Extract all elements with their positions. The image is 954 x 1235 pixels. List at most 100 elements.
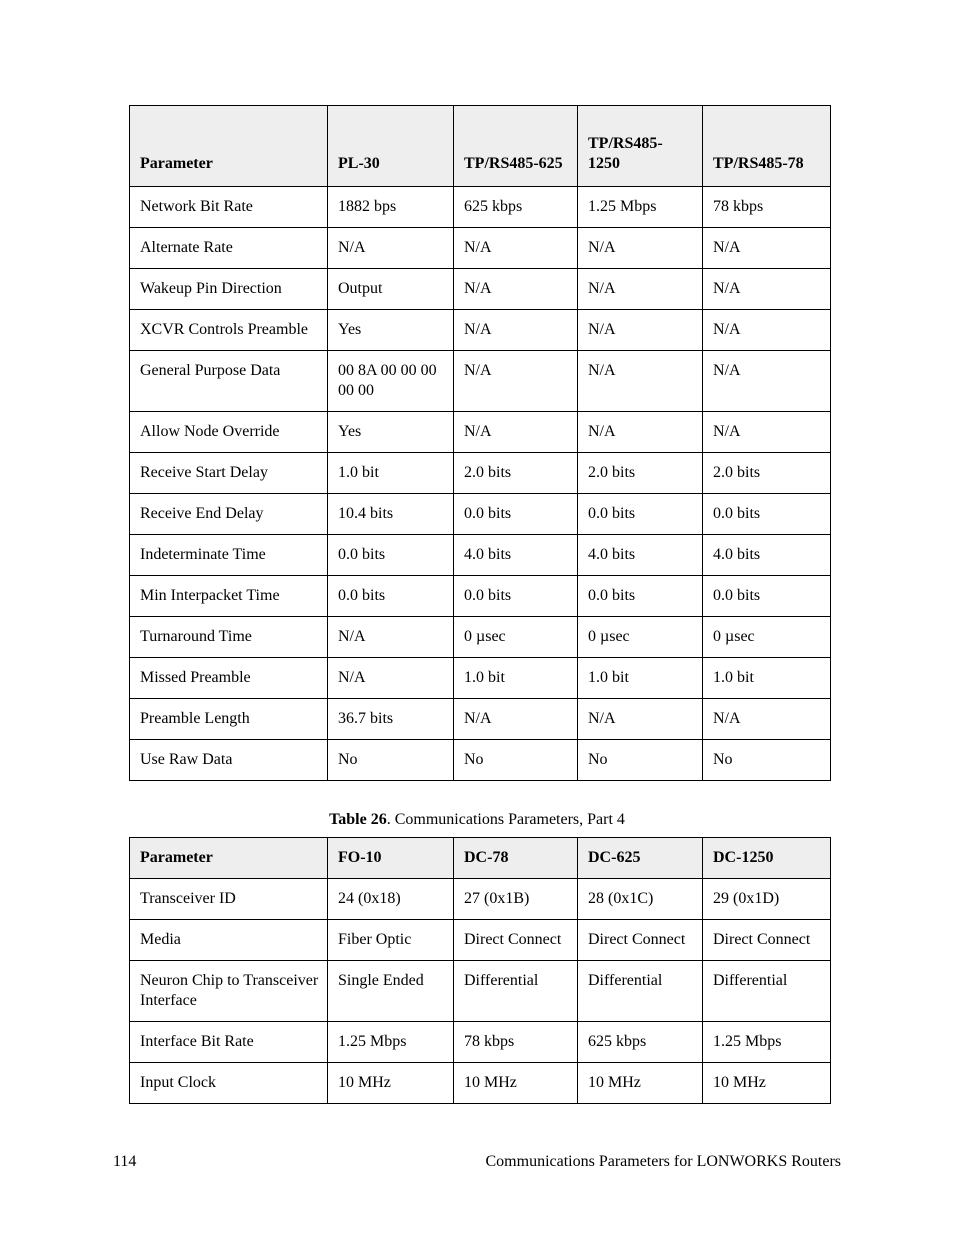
column-header: Parameter — [130, 106, 328, 187]
table-cell: 1.0 bit — [578, 658, 703, 699]
table-cell: 1.25 Mbps — [578, 187, 703, 228]
table-cell: N/A — [703, 699, 831, 740]
footer-title: Communications Parameters for LONWORKS R… — [486, 1153, 842, 1171]
table-row: Use Raw DataNoNoNoNo — [130, 740, 831, 781]
column-header: PL-30 — [328, 106, 454, 187]
caption-label: Table 26 — [329, 811, 387, 828]
table-cell: 0 µsec — [454, 617, 578, 658]
table-cell: 2.0 bits — [578, 453, 703, 494]
caption-text: . Communications Parameters, Part 4 — [387, 811, 625, 828]
table-cell: 0.0 bits — [703, 576, 831, 617]
table-cell: 625 kbps — [578, 1022, 703, 1063]
table-cell: 78 kbps — [703, 187, 831, 228]
page-number: 114 — [113, 1153, 136, 1171]
table-cell: N/A — [328, 658, 454, 699]
table-row: XCVR Controls PreambleYesN/AN/AN/A — [130, 310, 831, 351]
table-cell: 28 (0x1C) — [578, 879, 703, 920]
table-cell: 1.25 Mbps — [328, 1022, 454, 1063]
table-cell: 10 MHz — [703, 1063, 831, 1104]
table-cell: XCVR Controls Preamble — [130, 310, 328, 351]
table-cell: N/A — [454, 228, 578, 269]
table-cell: N/A — [454, 269, 578, 310]
table-cell: Fiber Optic — [328, 920, 454, 961]
table-cell: Direct Connect — [454, 920, 578, 961]
table-cell: 4.0 bits — [454, 535, 578, 576]
column-header: DC-78 — [454, 838, 578, 879]
table-cell: Differential — [578, 961, 703, 1022]
table-cell: 4.0 bits — [703, 535, 831, 576]
table-cell: N/A — [703, 351, 831, 412]
table-row: Preamble Length36.7 bitsN/AN/AN/A — [130, 699, 831, 740]
table-cell: Yes — [328, 310, 454, 351]
table-cell: Missed Preamble — [130, 658, 328, 699]
table-cell: 0.0 bits — [578, 576, 703, 617]
table-cell: 10 MHz — [328, 1063, 454, 1104]
table-cell: Use Raw Data — [130, 740, 328, 781]
table-cell: 0 µsec — [703, 617, 831, 658]
table-cell: N/A — [578, 269, 703, 310]
table-row: Receive Start Delay1.0 bit2.0 bits2.0 bi… — [130, 453, 831, 494]
communications-parameters-table-2: ParameterFO-10DC-78DC-625DC-1250 Transce… — [129, 837, 831, 1104]
table-cell: 27 (0x1B) — [454, 879, 578, 920]
table-cell: Receive End Delay — [130, 494, 328, 535]
table-cell: N/A — [703, 269, 831, 310]
table-row: Allow Node OverrideYesN/AN/AN/A — [130, 412, 831, 453]
table-row: Interface Bit Rate1.25 Mbps78 kbps625 kb… — [130, 1022, 831, 1063]
table-cell: 0.0 bits — [703, 494, 831, 535]
table-cell: Network Bit Rate — [130, 187, 328, 228]
table-row: Neuron Chip to Transceiver InterfaceSing… — [130, 961, 831, 1022]
table-cell: Input Clock — [130, 1063, 328, 1104]
table-cell: 1.0 bit — [454, 658, 578, 699]
table-cell: Alternate Rate — [130, 228, 328, 269]
table-cell: 36.7 bits — [328, 699, 454, 740]
table-row: Input Clock10 MHz10 MHz10 MHz10 MHz — [130, 1063, 831, 1104]
column-header: TP/RS485-78 — [703, 106, 831, 187]
table-cell: 24 (0x18) — [328, 879, 454, 920]
table-cell: N/A — [578, 351, 703, 412]
table-cell: N/A — [328, 617, 454, 658]
table-cell: No — [328, 740, 454, 781]
table-cell: Transceiver ID — [130, 879, 328, 920]
table-cell: 10 MHz — [454, 1063, 578, 1104]
table-cell: Direct Connect — [703, 920, 831, 961]
table-cell: Preamble Length — [130, 699, 328, 740]
table-cell: 0.0 bits — [328, 576, 454, 617]
table-cell: Indeterminate Time — [130, 535, 328, 576]
table-row: Wakeup Pin DirectionOutputN/AN/AN/A — [130, 269, 831, 310]
table-cell: N/A — [703, 412, 831, 453]
table-cell: 29 (0x1D) — [703, 879, 831, 920]
table-cell: Differential — [703, 961, 831, 1022]
table-cell: No — [703, 740, 831, 781]
column-header: TP/RS485-625 — [454, 106, 578, 187]
page: ParameterPL-30TP/RS485-625TP/RS485-1250T… — [0, 0, 954, 1235]
table-cell: 0 µsec — [578, 617, 703, 658]
table-header-row: ParameterPL-30TP/RS485-625TP/RS485-1250T… — [130, 106, 831, 187]
column-header: DC-1250 — [703, 838, 831, 879]
table-cell: 1882 bps — [328, 187, 454, 228]
table-cell: 4.0 bits — [578, 535, 703, 576]
table-cell: N/A — [454, 351, 578, 412]
table-cell: 0.0 bits — [578, 494, 703, 535]
table-cell: Differential — [454, 961, 578, 1022]
table-row: Network Bit Rate1882 bps625 kbps1.25 Mbp… — [130, 187, 831, 228]
table-cell: Min Interpacket Time — [130, 576, 328, 617]
table-cell: N/A — [328, 228, 454, 269]
table-cell: N/A — [578, 699, 703, 740]
table-cell: Direct Connect — [578, 920, 703, 961]
table-cell: No — [578, 740, 703, 781]
table-cell: Interface Bit Rate — [130, 1022, 328, 1063]
table-row: Turnaround TimeN/A0 µsec0 µsec0 µsec — [130, 617, 831, 658]
communications-parameters-table-1: ParameterPL-30TP/RS485-625TP/RS485-1250T… — [129, 105, 831, 781]
table-cell: Output — [328, 269, 454, 310]
table-cell: 00 8A 00 00 00 00 00 — [328, 351, 454, 412]
table-row: MediaFiber OpticDirect ConnectDirect Con… — [130, 920, 831, 961]
table-cell: 78 kbps — [454, 1022, 578, 1063]
table-header-row: ParameterFO-10DC-78DC-625DC-1250 — [130, 838, 831, 879]
table-cell: Allow Node Override — [130, 412, 328, 453]
table-cell: 0.0 bits — [454, 576, 578, 617]
table-row: Receive End Delay10.4 bits0.0 bits0.0 bi… — [130, 494, 831, 535]
table-row: Indeterminate Time0.0 bits4.0 bits4.0 bi… — [130, 535, 831, 576]
table-cell: Receive Start Delay — [130, 453, 328, 494]
table-cell: Yes — [328, 412, 454, 453]
table-cell: N/A — [703, 310, 831, 351]
